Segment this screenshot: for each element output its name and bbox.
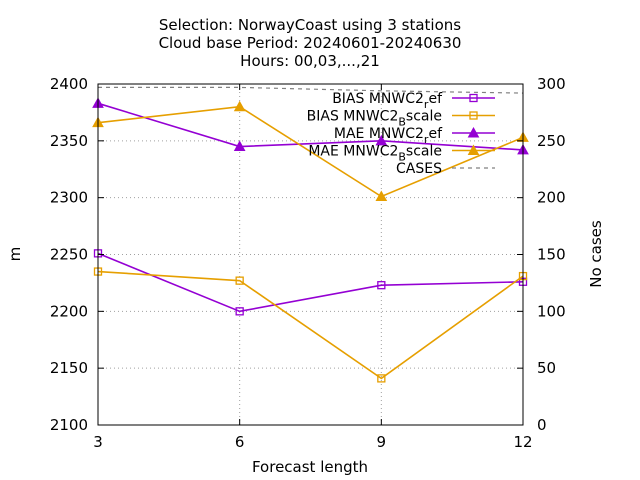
- chart-title-line-1: Selection: NorwayCoast using 3 stations: [159, 16, 461, 34]
- ticks: 3 6 9 12 2100 2150 2200 2250 2300 2350 2400 0 50 100 1…: [50, 75, 566, 451]
- series-line-0: [97, 252, 524, 313]
- y-tick-label: 2200: [50, 302, 88, 320]
- series-2-point: [375, 134, 388, 146]
- legend-label: MAE MNWC2Bscale: [308, 144, 442, 164]
- legend-label-main: BIAS MNWC2: [332, 91, 424, 107]
- series-1-point: [235, 276, 244, 285]
- legend-swatch-marker: [469, 111, 478, 120]
- legend-label: CASES: [396, 161, 442, 177]
- legend-label-main: MAE MNWC2: [308, 144, 398, 160]
- y-axis-label: m: [6, 247, 24, 262]
- y2-tick-label: 50: [537, 359, 556, 377]
- x-tick-label: 12: [513, 433, 532, 451]
- legend-label-subscript: B: [398, 116, 406, 129]
- legend-swatch-marker: [469, 93, 478, 103]
- series-0-point: [235, 307, 244, 316]
- y2-tick-label: 0: [537, 416, 547, 434]
- series-2-point: [233, 140, 246, 152]
- y-tick-label: 2300: [50, 189, 88, 207]
- legend-label-subscript: r: [424, 133, 429, 146]
- y-tick-label: 2350: [50, 132, 88, 150]
- legend-label-main: CASES: [396, 161, 442, 177]
- legend-label: BIAS MNWC2ref: [332, 91, 443, 111]
- x-tick-label: 6: [235, 433, 245, 451]
- legend-label-tail: ef: [428, 126, 443, 142]
- series-0-point: [377, 281, 386, 290]
- y2-tick-label: 300: [537, 75, 566, 93]
- series-line-1: [97, 270, 524, 380]
- chart-title-line-2: Cloud base Period: 20240601-20240630: [159, 34, 462, 52]
- legend-label-tail: scale: [406, 109, 442, 125]
- legend-label-subscript: r: [424, 98, 429, 111]
- series-3-point: [375, 190, 388, 202]
- y-tick-label: 2150: [50, 359, 88, 377]
- legend-label-tail: ef: [428, 91, 443, 107]
- legend-swatch-marker: [467, 126, 480, 138]
- x-tick-label: 9: [377, 433, 387, 451]
- series-1-point: [377, 374, 386, 383]
- x-tick-label: 3: [93, 433, 103, 451]
- grid: [98, 84, 523, 425]
- legend-label: BIAS MNWC2Bscale: [307, 109, 442, 129]
- legend-label-main: MAE MNWC2: [334, 126, 424, 142]
- series-3-point: [233, 100, 246, 112]
- y-tick-label: 2100: [50, 416, 88, 434]
- chart-title-line-3: Hours: 00,03,...,21: [240, 52, 380, 70]
- y2-tick-label: 150: [537, 246, 566, 264]
- y2-tick-label: 200: [537, 189, 566, 207]
- legend-swatch-marker: [467, 144, 480, 155]
- legend-label: MAE MNWC2ref: [334, 126, 443, 146]
- legend-label-tail: scale: [406, 144, 442, 160]
- legend-label-main: BIAS MNWC2: [307, 109, 399, 125]
- x-axis-label: Forecast length: [252, 458, 368, 476]
- legend-label-subscript: B: [398, 151, 406, 164]
- series-layer: [92, 86, 529, 383]
- series-line-4: [98, 86, 524, 94]
- y2-tick-label: 250: [537, 132, 566, 150]
- series-line-2: [97, 102, 524, 151]
- y2-tick-label: 100: [537, 302, 566, 320]
- y-tick-label: 2250: [50, 246, 88, 264]
- y-tick-label: 2400: [50, 75, 88, 93]
- series-line-3: [97, 105, 524, 198]
- y2-axis-label: No cases: [587, 220, 605, 288]
